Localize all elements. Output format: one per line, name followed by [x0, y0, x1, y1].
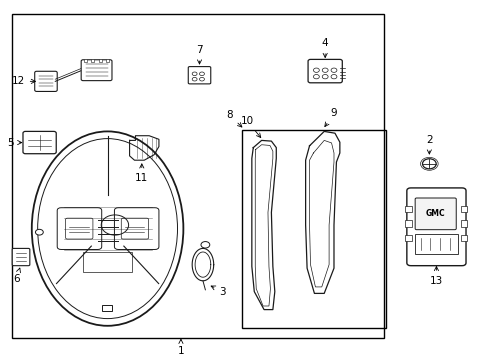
- FancyBboxPatch shape: [307, 59, 342, 83]
- FancyBboxPatch shape: [23, 131, 56, 154]
- Circle shape: [35, 229, 43, 235]
- Text: 6: 6: [13, 268, 20, 284]
- Text: 9: 9: [324, 108, 337, 127]
- Text: 11: 11: [135, 164, 148, 183]
- Bar: [99, 59, 102, 62]
- Bar: [460, 220, 466, 227]
- Bar: [414, 234, 457, 254]
- FancyBboxPatch shape: [188, 67, 210, 84]
- Bar: [91, 59, 94, 62]
- Bar: [102, 305, 112, 311]
- Bar: [83, 252, 132, 272]
- Bar: [84, 59, 87, 62]
- Text: GMC: GMC: [425, 210, 445, 218]
- Text: 7: 7: [196, 45, 203, 64]
- Text: 5: 5: [7, 138, 21, 148]
- Text: 1: 1: [177, 339, 184, 356]
- Bar: [460, 206, 466, 212]
- Text: 13: 13: [429, 266, 442, 286]
- Bar: [460, 235, 466, 241]
- Bar: [404, 220, 411, 227]
- Bar: [106, 59, 109, 62]
- Text: 4: 4: [321, 38, 328, 58]
- FancyBboxPatch shape: [414, 198, 455, 230]
- FancyBboxPatch shape: [12, 248, 30, 266]
- FancyBboxPatch shape: [406, 188, 465, 266]
- Circle shape: [422, 159, 435, 169]
- Bar: [242, 130, 386, 328]
- Text: 8: 8: [226, 110, 242, 127]
- Text: 3: 3: [211, 286, 225, 297]
- FancyBboxPatch shape: [81, 60, 112, 81]
- Text: 2: 2: [425, 135, 432, 154]
- Text: 12: 12: [11, 76, 35, 86]
- Bar: [404, 206, 411, 212]
- Bar: [404, 235, 411, 241]
- Bar: [12, 14, 383, 338]
- FancyBboxPatch shape: [35, 71, 57, 91]
- Text: 10: 10: [240, 116, 260, 138]
